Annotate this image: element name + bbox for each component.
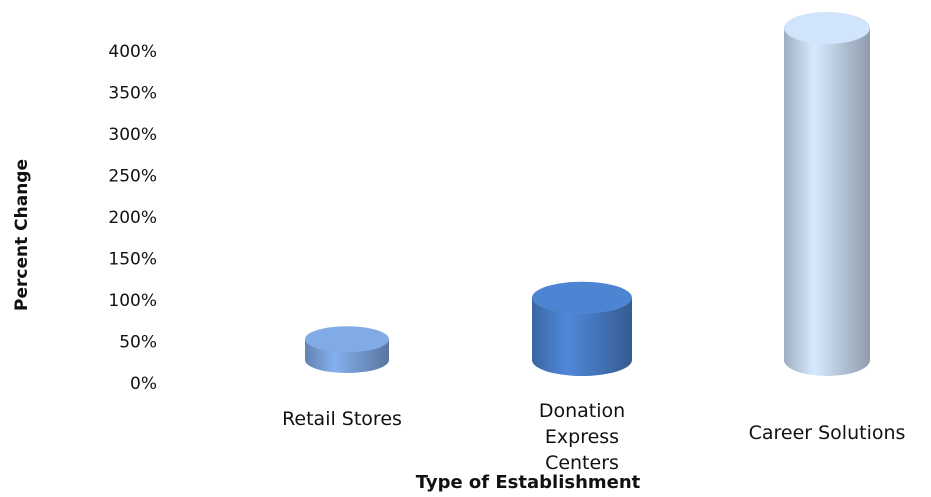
y-tick-label: 250% xyxy=(108,167,157,187)
y-tick-label: 0% xyxy=(130,374,157,394)
cylinder-top xyxy=(305,326,389,353)
cylinder xyxy=(532,281,632,376)
y-tick-label: 200% xyxy=(108,208,157,228)
y-axis-title: Percent Change xyxy=(12,159,32,311)
y-tick-label: 300% xyxy=(108,125,157,145)
cylinder xyxy=(305,326,389,373)
cylinder-top xyxy=(532,281,632,314)
y-tick-label: 350% xyxy=(108,84,157,104)
y-tick-label: 400% xyxy=(108,42,157,62)
cylinder xyxy=(784,12,870,376)
x-axis-title: Type of Establishment xyxy=(416,472,641,493)
cylinder-top xyxy=(784,12,870,44)
x-tick-label: Retail Stores xyxy=(282,408,402,430)
y-tick-label: 150% xyxy=(108,250,157,270)
y-tick-label: 50% xyxy=(119,333,157,353)
y-tick-label: 100% xyxy=(108,291,157,311)
x-tick-label: Donation Express Centers xyxy=(538,400,626,474)
x-tick-label: Career Solutions xyxy=(748,422,906,444)
cylinder-body xyxy=(784,28,870,360)
